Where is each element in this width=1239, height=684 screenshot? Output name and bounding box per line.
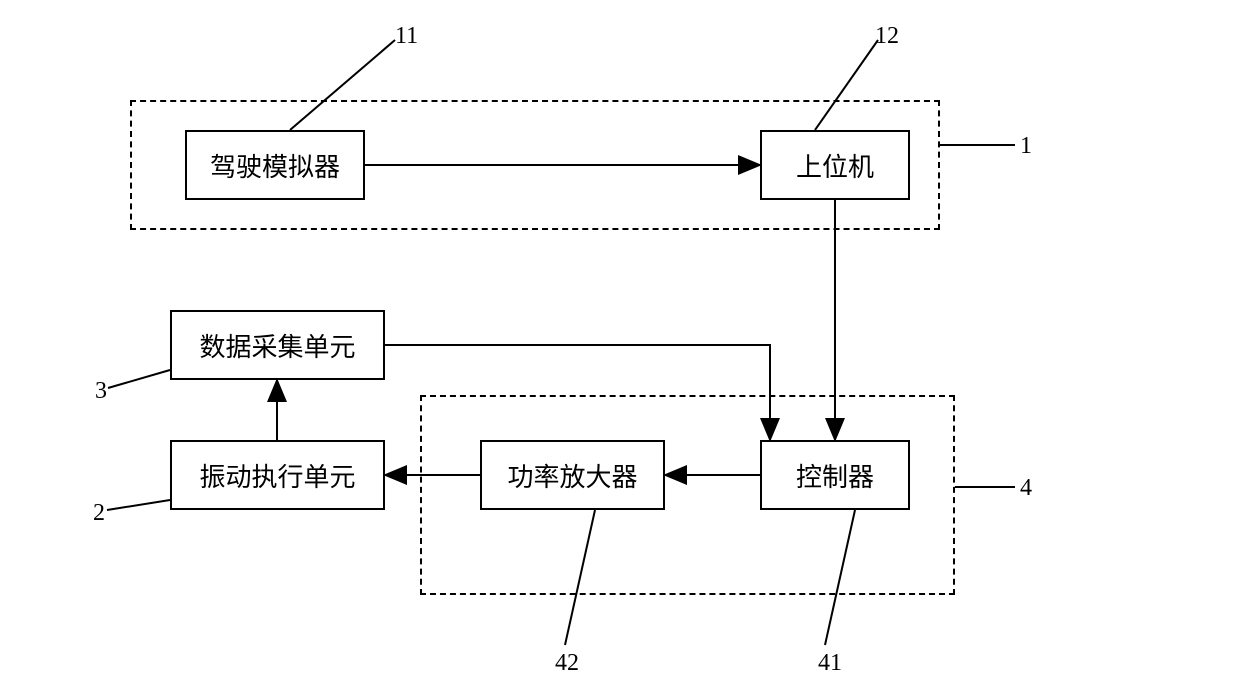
node-label: 功率放大器 [507,457,637,494]
node-label: 数据采集单元 [199,327,355,364]
node-label: 振动执行单元 [199,457,355,494]
node-host-computer: 上位机 [760,130,910,200]
node-label: 上位机 [796,147,874,184]
ref-label-41: 41 [818,650,842,677]
node-data-acquisition: 数据采集单元 [170,310,385,380]
leader-2 [107,500,170,510]
node-vibration-actuator: 振动执行单元 [170,440,385,510]
ref-label-12: 12 [875,23,899,50]
leader-3 [108,370,170,388]
node-driving-simulator: 驾驶模拟器 [185,130,365,200]
ref-label-11: 11 [395,23,418,50]
ref-label-42: 42 [555,650,579,677]
node-controller: 控制器 [760,440,910,510]
ref-label-4: 4 [1020,475,1032,502]
node-label: 控制器 [796,457,874,494]
ref-label-3: 3 [95,378,107,405]
node-label: 驾驶模拟器 [210,147,340,184]
ref-label-2: 2 [93,500,105,527]
ref-label-1: 1 [1020,133,1032,160]
node-power-amplifier: 功率放大器 [480,440,665,510]
